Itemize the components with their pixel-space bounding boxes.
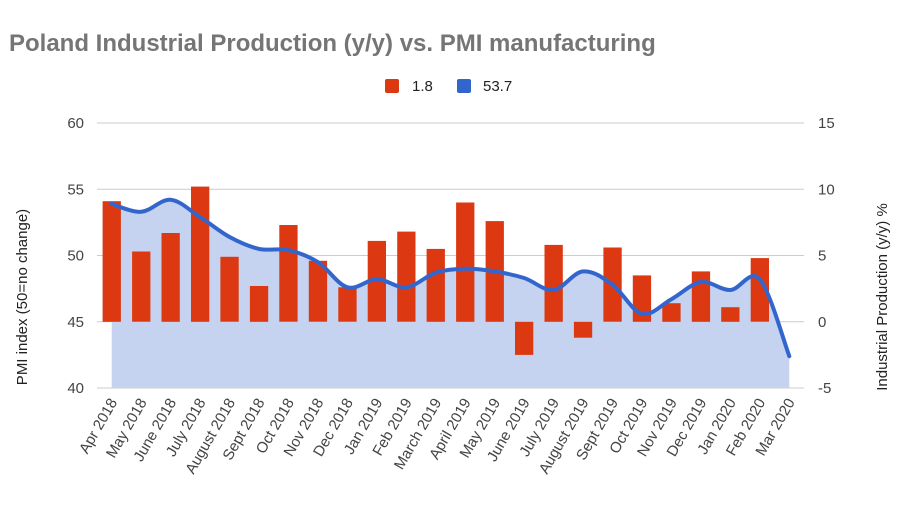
production-bar — [132, 251, 151, 322]
production-bar — [691, 271, 711, 322]
production-bar — [102, 201, 121, 322]
left-tick-label: 50 — [67, 248, 84, 265]
right-tick-label: 0 — [818, 314, 826, 331]
legend-item-bars: 1.8 — [385, 78, 433, 95]
left-tick-label: 40 — [67, 380, 84, 397]
left-axis-ticks: 40 45 50 55 60 — [67, 115, 84, 397]
production-bar — [279, 225, 298, 322]
production-bar — [397, 231, 416, 322]
production-bar — [338, 287, 357, 322]
production-bar — [750, 258, 769, 322]
production-bar — [426, 248, 445, 322]
production-bar — [191, 186, 210, 322]
legend-swatch-line — [457, 79, 471, 93]
production-bar — [456, 202, 475, 322]
production-bar — [721, 307, 740, 322]
right-tick-label: -5 — [818, 380, 831, 397]
chart-title: Poland Industrial Production (y/y) vs. P… — [9, 30, 656, 57]
right-tick-label: 5 — [818, 248, 826, 265]
legend-item-line: 53.7 — [457, 78, 512, 95]
production-bar — [308, 260, 328, 322]
right-axis-ticks: -5 0 5 10 15 — [818, 115, 835, 397]
left-tick-label: 60 — [67, 115, 84, 132]
pmi-line — [109, 197, 792, 359]
right-tick-label: 15 — [818, 115, 835, 132]
production-bar — [515, 321, 534, 355]
line-layer — [109, 197, 792, 359]
right-axis-title: Industrial Production (y/y) % — [874, 203, 891, 391]
production-bar — [544, 244, 563, 322]
production-bar — [220, 256, 239, 322]
production-bar — [249, 286, 269, 322]
left-tick-label: 45 — [67, 314, 84, 331]
area-layer — [111, 199, 790, 388]
production-bar — [161, 233, 180, 322]
legend: 1.8 53.7 — [385, 78, 512, 95]
right-tick-label: 10 — [818, 181, 835, 198]
legend-label-line: 53.7 — [483, 78, 512, 95]
left-axis-title: PMI index (50=no change) — [14, 209, 31, 385]
production-bar — [573, 321, 593, 338]
production-bar — [662, 303, 681, 322]
legend-label-bars: 1.8 — [412, 78, 433, 95]
legend-swatch-bars — [385, 79, 399, 93]
bar-layer — [102, 186, 769, 355]
pmi-area — [111, 199, 790, 388]
left-tick-label: 55 — [67, 181, 84, 198]
